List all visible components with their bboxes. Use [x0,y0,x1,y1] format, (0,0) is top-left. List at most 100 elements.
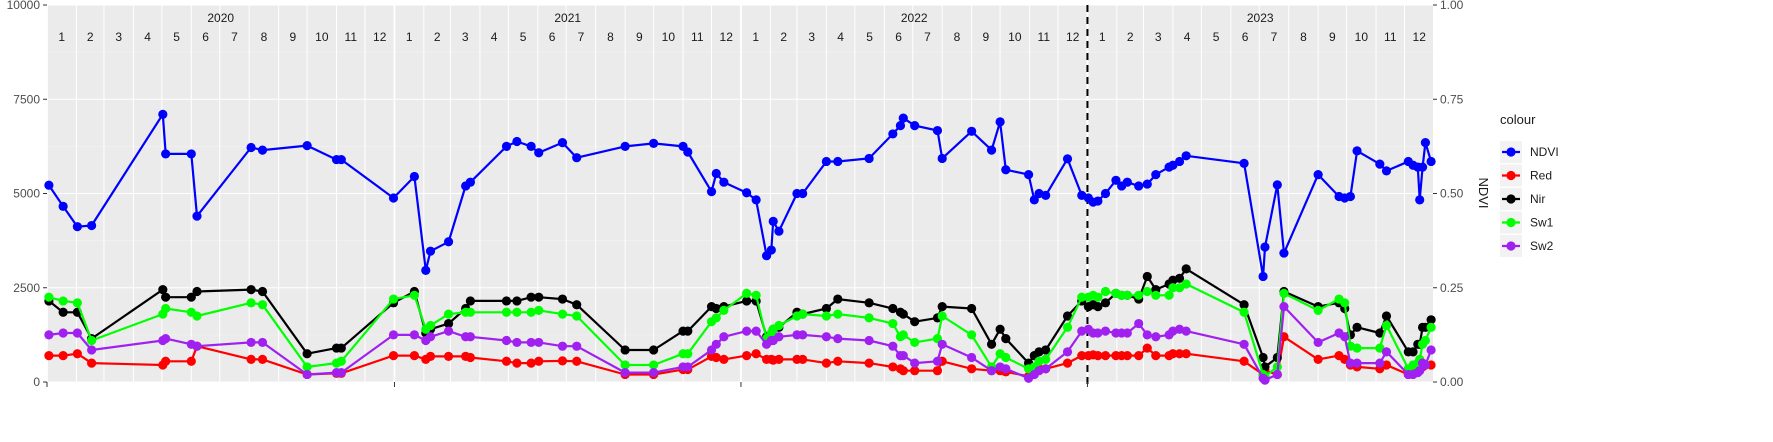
data-point-ndvi [967,126,977,136]
data-point-sw1 [58,296,68,306]
data-point-sw1 [937,311,947,321]
data-point-sw2 [711,339,721,349]
data-point-sw1 [1093,292,1103,302]
legend-key-nir [1500,188,1522,210]
legend-label-red: Red [1530,169,1552,183]
data-point-ndvi [986,145,997,155]
data-point-nir [336,343,346,353]
bottom-x-axis [46,382,1088,387]
data-point-ndvi [1111,175,1121,185]
data-point-ndvi [1239,158,1249,168]
data-point-nir [158,285,168,295]
month-label: 8 [954,30,961,44]
data-point-sw2 [620,367,630,378]
legend-label-sw1: Sw1 [1530,216,1554,230]
data-point-ndvi [158,109,168,119]
data-point-nir [186,292,196,302]
data-point-nir [501,296,512,306]
data-point-sw2 [465,332,475,342]
data-point-sw1 [967,330,977,340]
data-point-ndvi [1062,154,1073,164]
data-point-ndvi [995,117,1005,127]
data-point-sw2 [1239,339,1249,349]
legend-label-nir: Nir [1530,192,1545,206]
legend-key-point [1506,194,1516,204]
data-point-red [425,351,436,361]
data-point-sw2 [1313,337,1323,348]
data-point-red [58,351,68,361]
data-point-ndvi [1260,242,1270,252]
data-point-red [512,358,522,368]
data-point-sw2 [1093,328,1103,338]
legend-key-point [1506,147,1516,157]
data-point-sw1 [572,311,582,321]
left-tick-label: 0 [33,375,40,389]
data-point-red [557,356,568,366]
data-point-ndvi [1181,151,1191,161]
month-label: 5 [866,30,873,44]
data-point-ndvi [72,222,82,232]
data-point-nir [302,349,312,359]
data-point-ndvi [1375,159,1385,169]
data-point-red [161,356,171,366]
data-point-sw1 [388,294,399,304]
month-label: 4 [144,30,151,44]
data-point-ndvi [443,237,454,247]
data-point-sw1 [888,318,898,329]
data-point-sw1 [620,360,630,370]
data-point-sw1 [742,288,752,299]
data-point-nir [1041,345,1051,355]
data-point-sw2 [1062,347,1073,357]
data-point-sw2 [1041,364,1051,374]
data-point-sw1 [1181,279,1191,289]
data-point-ndvi [1417,162,1428,172]
data-point-sw2 [409,330,419,340]
data-point-sw1 [649,360,659,370]
data-point-red [1151,351,1161,361]
data-point-ndvi [649,138,659,148]
data-point-sw1 [683,349,693,359]
data-point-sw1 [1134,290,1144,300]
month-label: 12 [720,30,734,44]
data-point-sw2 [425,332,436,342]
data-point-nir [864,298,874,308]
month-label: 2 [87,30,94,44]
data-point-sw2 [1272,369,1282,380]
data-point-nir [986,339,997,349]
series-sw2 [44,302,1436,385]
data-point-nir [1239,300,1249,310]
month-label: 4 [491,30,498,44]
data-point-sw2 [58,328,68,338]
data-point-sw2 [833,334,843,344]
month-label: 4 [837,30,844,44]
data-point-sw1 [1062,322,1073,332]
data-point-ndvi [751,195,761,205]
data-point-red [833,356,843,366]
data-point-sw2 [1142,330,1152,340]
data-point-nir [821,303,831,314]
data-point-sw2 [192,341,202,351]
data-point-red [898,366,908,376]
data-point-ndvi [1122,177,1132,187]
right-y-axis: 0.00 0.25 0.50 0.75 1.00 [1433,0,1464,389]
data-point-ndvi [1100,188,1111,199]
data-point-red [443,351,454,361]
data-point-red [1093,351,1103,361]
month-label: 7 [1271,30,1278,44]
data-point-sw2 [572,341,582,351]
data-point-ndvi [44,180,54,190]
data-point-red [1142,343,1152,353]
data-point-ndvi [774,226,784,236]
data-point-sw1 [1352,343,1362,353]
month-label: 11 [345,30,358,44]
data-point-sw1 [774,320,784,331]
data-point-ndvi [572,153,582,163]
data-point-nir [683,326,693,336]
data-point-nir [1001,334,1011,344]
data-point-nir [1375,328,1385,338]
month-label: 8 [1300,30,1307,44]
data-point-sw2 [683,362,693,372]
data-point-ndvi [910,121,920,131]
legend-key-ndvi [1500,141,1522,163]
right-tick-label: 1.00 [1440,0,1464,12]
